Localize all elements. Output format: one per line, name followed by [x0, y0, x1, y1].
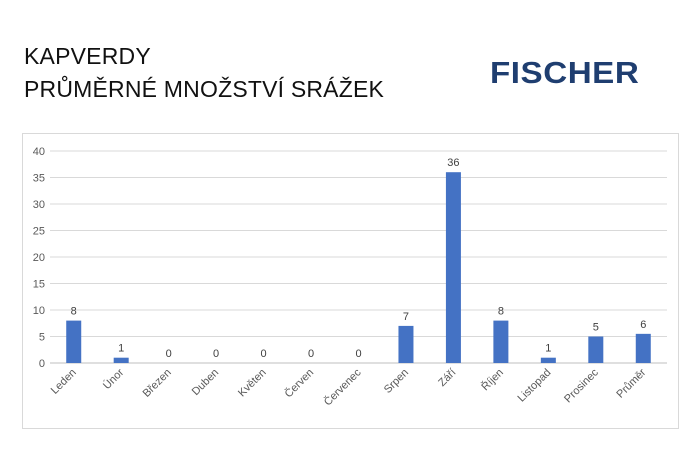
- data-label: 36: [447, 157, 459, 169]
- bar-9: [493, 320, 509, 363]
- x-tick-label: Září: [436, 367, 458, 389]
- y-tick-label: 5: [39, 332, 45, 344]
- data-label: 1: [545, 343, 551, 355]
- x-tick-label: Leden: [49, 367, 79, 397]
- data-label: 0: [166, 348, 172, 360]
- y-tick-label: 20: [33, 252, 45, 264]
- y-tick-label: 15: [33, 279, 45, 291]
- bar-11: [588, 336, 604, 363]
- y-tick-label: 10: [33, 305, 45, 317]
- y-tick-label: 40: [33, 146, 45, 158]
- title-subject: PRŮMĚRNÉ MNOŽSTVÍ SRÁŽEK: [24, 76, 385, 102]
- x-tick-label: Průměr: [614, 366, 648, 400]
- bar-0: [66, 320, 82, 363]
- x-tick-label: Březen: [141, 367, 174, 400]
- x-tick-label: Srpen: [382, 367, 411, 396]
- data-label: 0: [308, 348, 314, 360]
- data-label: 0: [261, 348, 267, 360]
- y-tick-label: 25: [33, 226, 45, 238]
- data-label: 1: [118, 343, 124, 355]
- data-label: 6: [640, 319, 646, 331]
- bar-12: [635, 333, 651, 363]
- data-label: 8: [71, 306, 77, 318]
- chart-title: KAPVERDY PRŮMĚRNÉ MNOŽSTVÍ SRÁŽEK: [24, 40, 384, 106]
- x-tick-label: Říjen: [479, 366, 506, 393]
- bar-8: [445, 172, 461, 363]
- y-tick-label: 30: [33, 199, 45, 211]
- title-country: KAPVERDY: [24, 43, 151, 69]
- x-tick-label: Červen: [282, 366, 316, 400]
- data-label: 5: [593, 322, 599, 334]
- x-tick-label: Červenec: [321, 366, 364, 409]
- chart-area: 0 5 10 15 20 25 30 35 40 8 Leden 1 Únor 0 Březen 0 Duben…: [22, 133, 679, 429]
- data-label: 8: [498, 306, 504, 318]
- y-tick-label: 0: [39, 358, 45, 370]
- data-label: 0: [213, 348, 219, 360]
- x-tick-label: Únor: [100, 366, 126, 392]
- x-tick-label: Duben: [190, 367, 221, 398]
- y-tick-label: 35: [33, 173, 45, 185]
- bar-chart: 05101520253035408Leden1Únor0Březen0Duben…: [33, 146, 667, 409]
- x-tick-label: Květen: [236, 367, 269, 400]
- data-label: 7: [403, 311, 409, 323]
- x-tick-label: Listopad: [516, 367, 554, 405]
- x-tick-label: Prosinec: [562, 366, 601, 405]
- data-label: 0: [355, 348, 361, 360]
- bar-7: [398, 325, 414, 363]
- bar-10: [540, 357, 556, 363]
- bar-1: [113, 357, 129, 363]
- fischer-logo: FISCHER: [490, 55, 640, 90]
